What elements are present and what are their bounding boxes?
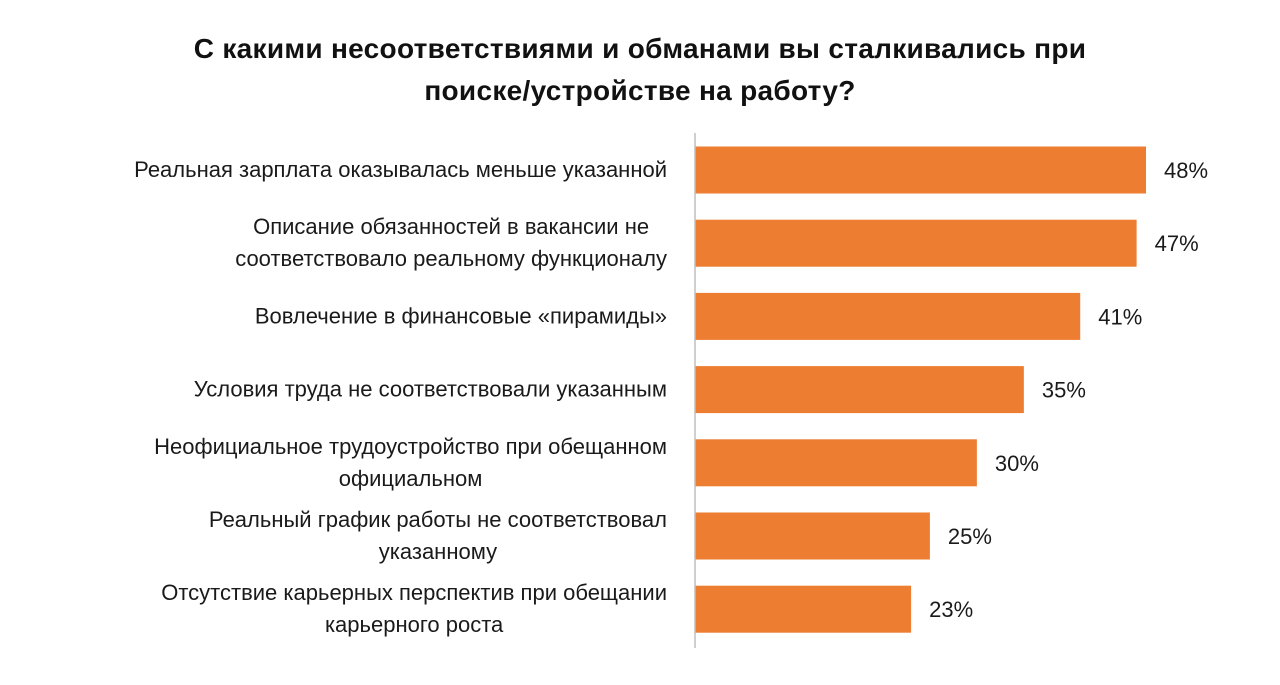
category-label-2-line-1: Описание обязанностей в вакансии не	[253, 214, 649, 239]
chart-title: С какими несоответствиями и обманами вы …	[140, 28, 1140, 112]
bar-6	[695, 512, 930, 560]
category-label-6-line-2: указанному	[379, 539, 497, 564]
chart-title-line-1: С какими несоответствиями и обманами вы …	[193, 33, 1087, 64]
bar-5	[695, 439, 977, 487]
category-label-5-line-1: Неофициальное трудоустройство при обещан…	[154, 434, 667, 459]
category-label-7: Отсутствие карьерных перспектив при обещ…	[161, 580, 667, 637]
category-label-6: Реальный график работы не соответствовал…	[209, 507, 667, 564]
bar-4	[695, 366, 1024, 414]
value-labels-layer: 48% 47% 41% 35% 30% 25% 23%	[929, 158, 1208, 622]
category-label-3: Вовлечение в финансовые «пирамиды»	[255, 303, 667, 328]
chart-title-line-2: поиске/устройстве на работу?	[424, 75, 856, 106]
value-label-5: 30%	[995, 451, 1039, 476]
category-label-2-line-2: соответствовало реальному функционалу	[235, 246, 667, 271]
category-labels-layer: Реальная зарплата оказывалась меньше ука…	[134, 157, 667, 637]
bar-2	[695, 219, 1137, 267]
bars-layer	[695, 146, 1146, 633]
category-label-2: Описание обязанностей в вакансии не соотв…	[235, 214, 667, 271]
category-label-5-line-2: официальном	[339, 466, 483, 491]
category-label-7-line-2: карьерного роста	[325, 612, 504, 637]
value-label-7: 23%	[929, 597, 973, 622]
category-label-7-line-1: Отсутствие карьерных перспектив при обещ…	[161, 580, 667, 605]
category-label-4: Условия труда не соответствовали указанн…	[194, 377, 667, 402]
value-label-3: 41%	[1098, 304, 1142, 329]
category-label-3-line-1: Вовлечение в финансовые «пирамиды»	[255, 303, 667, 328]
value-label-6: 25%	[948, 524, 992, 549]
bar-3	[695, 292, 1081, 340]
bar-1	[695, 146, 1146, 194]
category-label-1: Реальная зарплата оказывалась меньше ука…	[134, 157, 667, 182]
category-label-5: Неофициальное трудоустройство при обещан…	[154, 434, 667, 491]
category-label-6-line-1: Реальный график работы не соответствовал	[209, 507, 667, 532]
value-label-4: 35%	[1042, 378, 1086, 403]
value-label-2: 47%	[1155, 231, 1199, 256]
value-label-1: 48%	[1164, 158, 1208, 183]
bar-7	[695, 585, 912, 633]
category-label-4-line-1: Условия труда не соответствовали указанн…	[194, 377, 667, 402]
category-label-1-line-1: Реальная зарплата оказывалась меньше ука…	[134, 157, 667, 182]
